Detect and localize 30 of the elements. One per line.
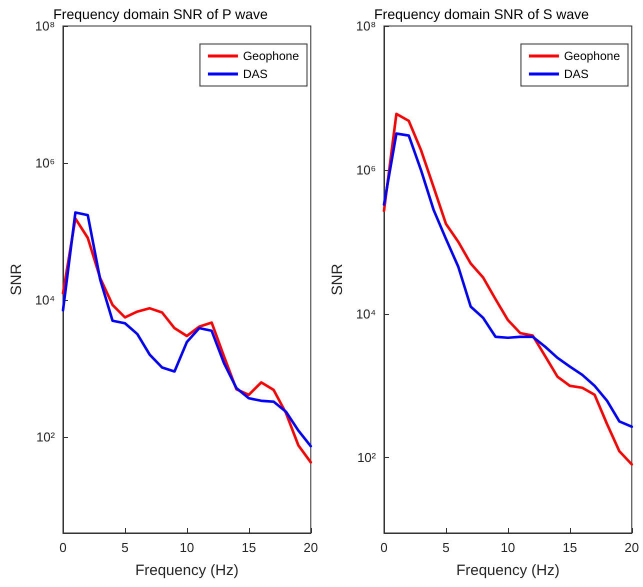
y-tick-label: 10⁶ (356, 162, 376, 178)
x-tick-label: 15 (562, 540, 578, 555)
line-series (382, 132, 634, 428)
x-tick-label: 10 (500, 540, 516, 555)
x-axis-title: Frequency (Hz) (135, 562, 239, 579)
x-axis-title: Frequency (Hz) (456, 562, 560, 579)
x-tick-label: 10 (180, 540, 194, 555)
legend-label: DAS (242, 67, 268, 81)
y-tick-label: 10⁴ (356, 306, 376, 322)
x-tick-label: 0 (380, 540, 388, 555)
chart-title: Frequency domain SNR of P wave (53, 6, 268, 22)
x-tick-label: 15 (242, 540, 256, 555)
legend-label: Geophone (564, 49, 620, 63)
x-tick-label: 0 (59, 540, 67, 555)
y-tick-label: 10² (36, 430, 56, 445)
y-axis-title: SNR (8, 264, 26, 296)
y-tick-label: 10⁶ (35, 156, 55, 171)
x-tick-label: 5 (121, 540, 129, 555)
line-series (382, 112, 634, 466)
y-tick-label: 10² (357, 450, 377, 466)
chart-title: Frequency domain SNR of S wave (374, 6, 590, 22)
y-tick-label: 10⁸ (356, 18, 376, 34)
x-tick-label: 20 (304, 540, 318, 555)
legend-label: Geophone (242, 49, 300, 63)
y-tick-label: 10⁸ (35, 18, 55, 34)
y-axis-title: SNR (329, 264, 346, 296)
x-tick-label: 20 (624, 540, 640, 555)
x-tick-label: 5 (442, 540, 450, 555)
legend-label: DAS (564, 67, 589, 81)
y-tick-label: 10⁴ (34, 292, 55, 308)
